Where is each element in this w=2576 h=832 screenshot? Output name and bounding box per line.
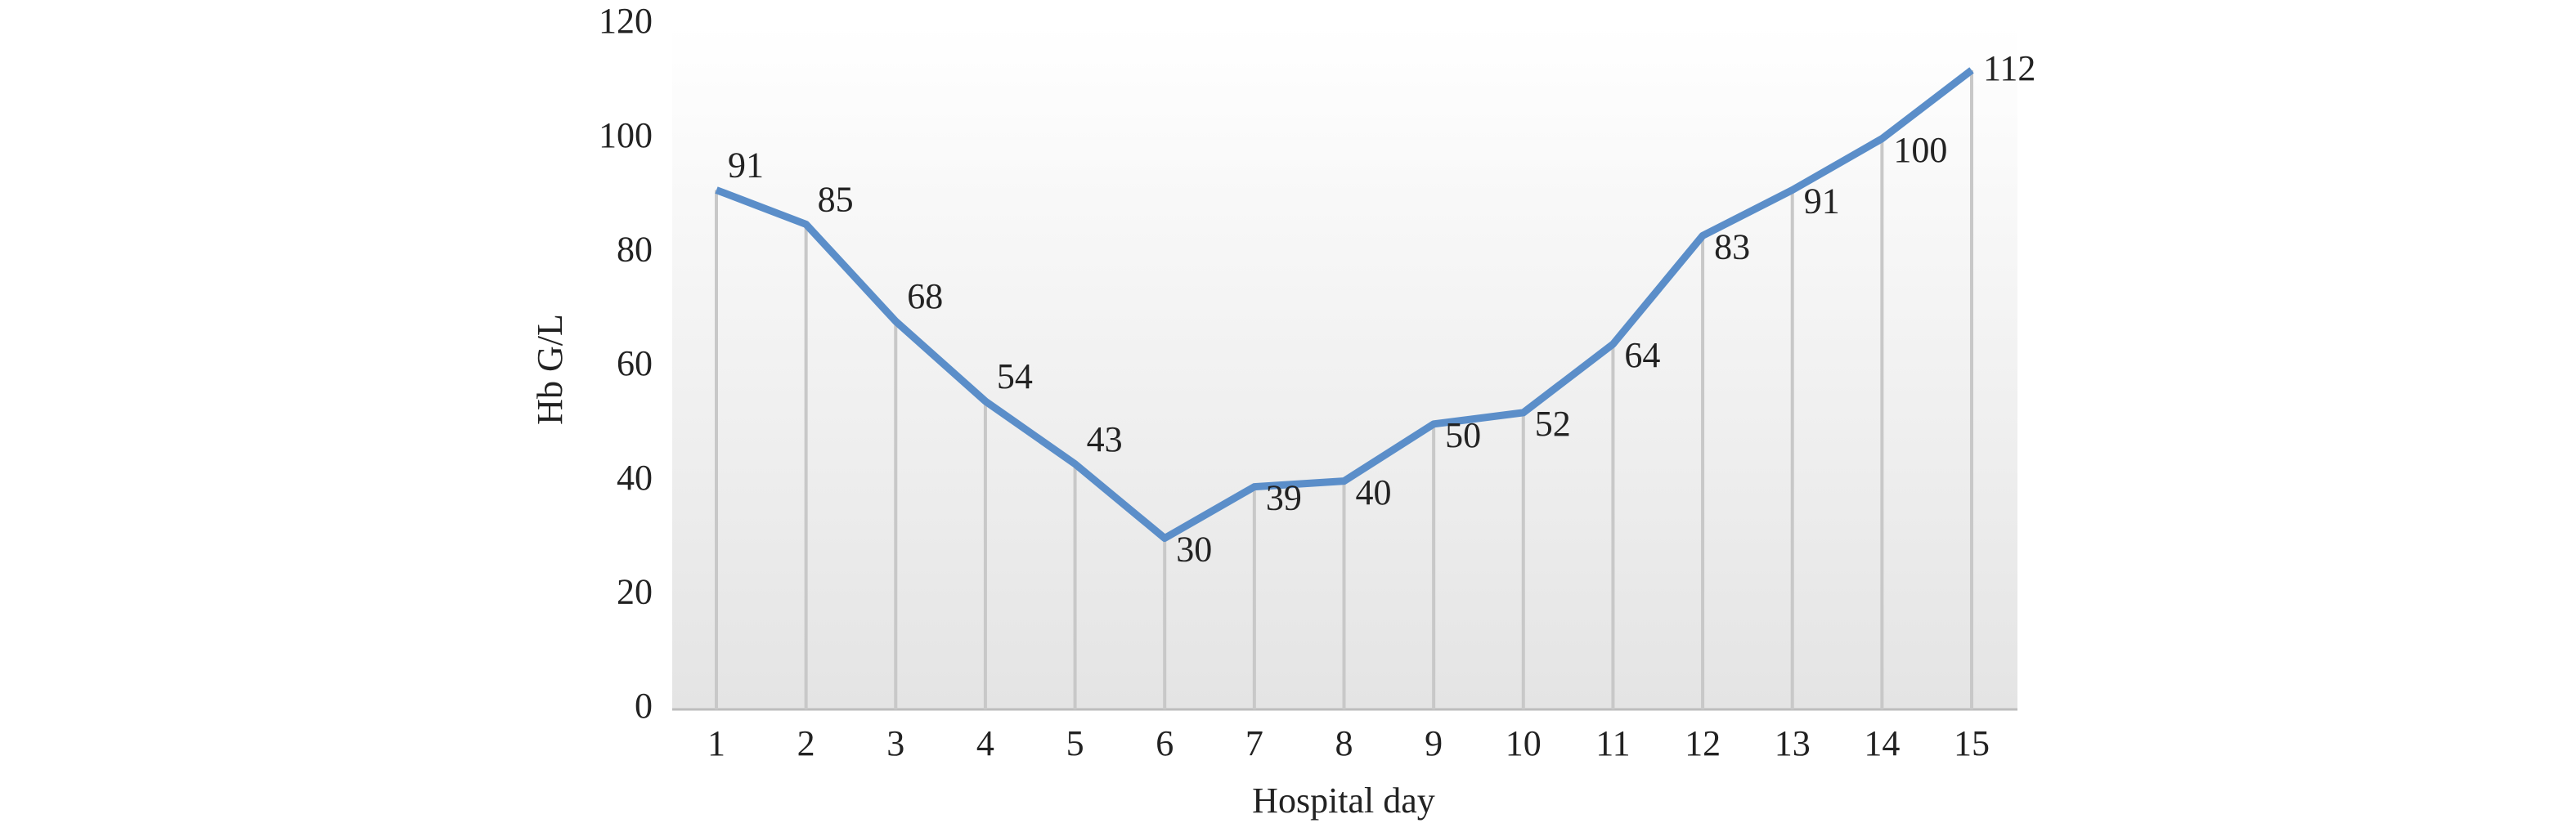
y-tick-label: 60 <box>617 343 653 383</box>
x-tick-label: 3 <box>886 723 904 763</box>
x-tick-label: 12 <box>1685 723 1721 763</box>
y-tick-label: 120 <box>599 1 653 41</box>
x-tick-label: 4 <box>976 723 994 763</box>
x-tick-label: 8 <box>1335 723 1353 763</box>
x-tick-label: 9 <box>1425 723 1443 763</box>
x-tick-label: 2 <box>797 723 815 763</box>
x-tick-label: 15 <box>1954 723 1990 763</box>
data-line <box>715 67 1974 542</box>
y-axis-title: Hb G/L <box>530 314 570 425</box>
data-label: 39 <box>1266 478 1302 518</box>
y-tick-label: 100 <box>599 115 653 155</box>
data-label: 54 <box>997 356 1033 396</box>
x-tick-label: 1 <box>707 723 725 763</box>
data-label: 91 <box>728 145 764 186</box>
y-tick-label: 40 <box>617 458 653 498</box>
data-label: 68 <box>907 276 943 316</box>
x-tick-label: 7 <box>1245 723 1263 763</box>
y-tick-label: 0 <box>635 686 653 726</box>
data-label: 50 <box>1445 415 1481 455</box>
x-tick-label: 10 <box>1506 723 1542 763</box>
data-label: 91 <box>1804 181 1840 221</box>
x-tick-label: 11 <box>1595 723 1630 763</box>
x-tick-label: 6 <box>1156 723 1174 763</box>
x-tick-label: 14 <box>1864 723 1900 763</box>
y-tick-label: 80 <box>617 229 653 269</box>
y-tick-label: 20 <box>617 571 653 611</box>
data-label: 83 <box>1714 226 1750 266</box>
x-tick-label: 5 <box>1066 723 1084 763</box>
data-label: 52 <box>1535 404 1571 444</box>
data-label: 112 <box>1983 48 2035 88</box>
data-label: 64 <box>1624 335 1660 375</box>
data-label: 85 <box>818 180 854 220</box>
x-tick-label: 13 <box>1775 723 1811 763</box>
data-label: 43 <box>1087 419 1123 459</box>
data-label: 100 <box>1893 130 1947 170</box>
x-axis-title: Hospital day <box>1252 781 1435 821</box>
data-label: 30 <box>1176 530 1212 570</box>
data-label: 40 <box>1356 472 1392 512</box>
